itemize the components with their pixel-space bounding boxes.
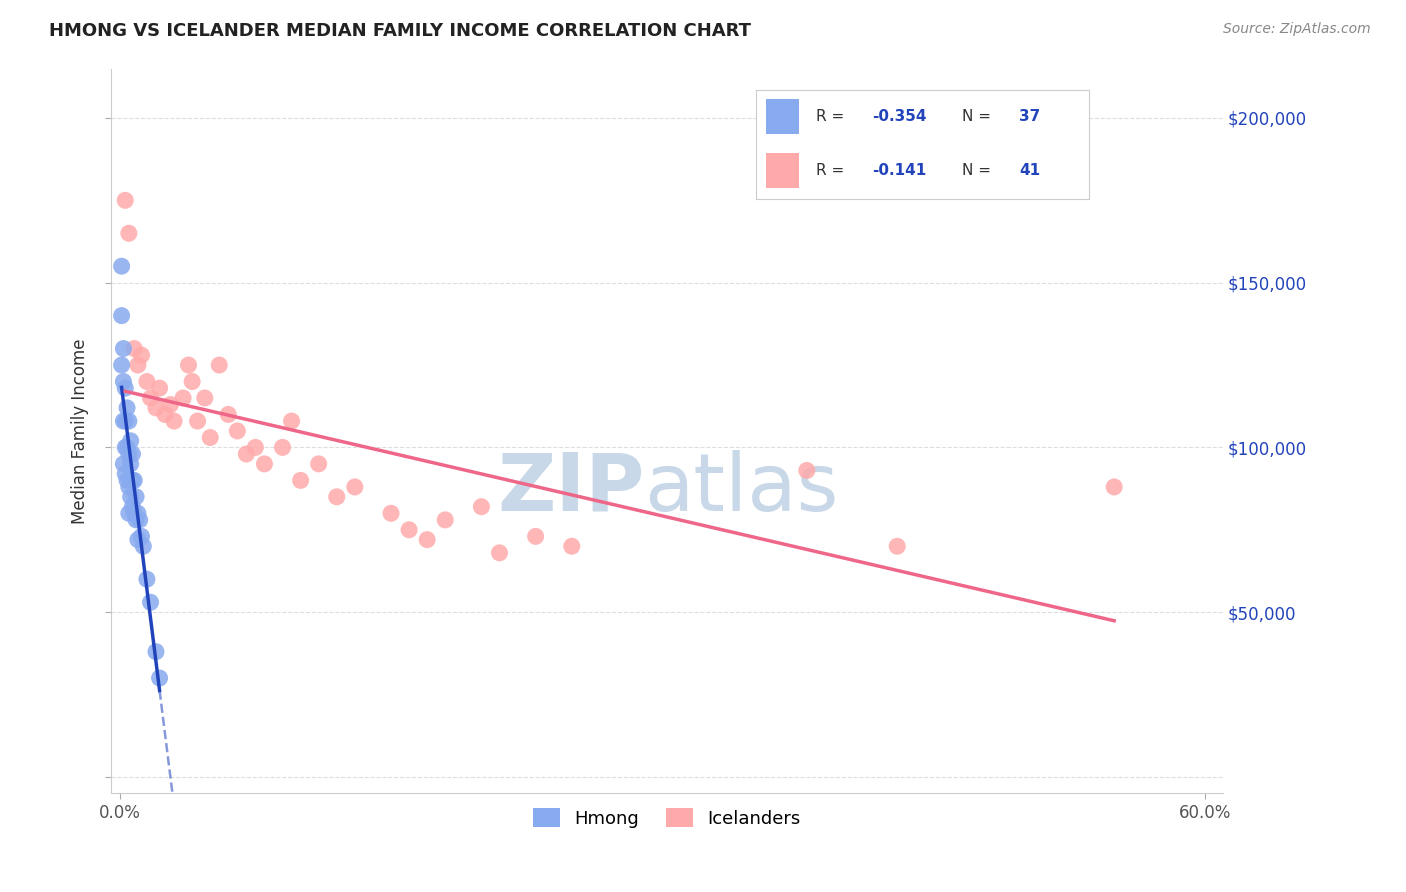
Point	[112, 414, 135, 428]
Point	[343, 480, 366, 494]
Point	[127, 533, 149, 547]
Point	[121, 447, 143, 461]
Point	[118, 480, 141, 494]
Point	[110, 309, 132, 323]
Point	[110, 259, 132, 273]
Point	[122, 474, 145, 488]
Point	[135, 375, 157, 389]
Point	[114, 381, 136, 395]
Point	[187, 414, 209, 428]
Point	[416, 533, 439, 547]
Point	[200, 430, 222, 444]
Text: Source: ZipAtlas.com: Source: ZipAtlas.com	[1223, 22, 1371, 37]
Point	[112, 457, 135, 471]
Point	[118, 226, 141, 240]
Point	[561, 539, 583, 553]
Point	[308, 457, 330, 471]
Point	[163, 414, 186, 428]
Point	[177, 358, 200, 372]
Point	[118, 414, 141, 428]
Point	[172, 391, 194, 405]
Point	[115, 441, 138, 455]
Point	[110, 358, 132, 372]
Point	[120, 434, 142, 448]
Point	[271, 441, 294, 455]
Point	[796, 463, 818, 477]
Point	[120, 490, 142, 504]
Point	[235, 447, 257, 461]
Point	[139, 391, 162, 405]
Point	[245, 441, 267, 455]
Point	[290, 474, 312, 488]
Point	[121, 500, 143, 514]
Point	[120, 457, 142, 471]
Legend: Hmong, Icelanders: Hmong, Icelanders	[526, 801, 808, 835]
Point	[398, 523, 420, 537]
Point	[1102, 480, 1125, 494]
Point	[149, 381, 172, 395]
Point	[132, 539, 155, 553]
Point	[181, 375, 204, 389]
Point	[114, 441, 136, 455]
Point	[470, 500, 492, 514]
Point	[127, 506, 149, 520]
Point	[380, 506, 402, 520]
Point	[122, 506, 145, 520]
Point	[114, 414, 136, 428]
Point	[118, 447, 141, 461]
Y-axis label: Median Family Income: Median Family Income	[72, 338, 89, 524]
Point	[153, 408, 176, 422]
Point	[253, 457, 276, 471]
Point	[115, 401, 138, 415]
Point	[886, 539, 908, 553]
Point	[434, 513, 457, 527]
Point	[208, 358, 231, 372]
Point	[128, 513, 150, 527]
Point	[488, 546, 510, 560]
Point	[524, 529, 547, 543]
Point	[326, 490, 349, 504]
Point	[114, 194, 136, 208]
Point	[112, 342, 135, 356]
Point	[159, 398, 181, 412]
Point	[118, 506, 141, 520]
Text: HMONG VS ICELANDER MEDIAN FAMILY INCOME CORRELATION CHART: HMONG VS ICELANDER MEDIAN FAMILY INCOME …	[49, 22, 751, 40]
Point	[125, 490, 148, 504]
Point	[115, 474, 138, 488]
Point	[131, 529, 153, 543]
Point	[135, 572, 157, 586]
Point	[226, 424, 249, 438]
Point	[194, 391, 217, 405]
Point	[149, 671, 172, 685]
Point	[280, 414, 302, 428]
Point	[139, 595, 162, 609]
Point	[125, 513, 148, 527]
Point	[112, 375, 135, 389]
Point	[114, 467, 136, 481]
Point	[122, 342, 145, 356]
Point	[127, 358, 149, 372]
Text: atlas: atlas	[644, 450, 839, 528]
Text: ZIP: ZIP	[498, 450, 644, 528]
Point	[145, 401, 167, 415]
Point	[121, 474, 143, 488]
Point	[217, 408, 239, 422]
Point	[131, 348, 153, 362]
Point	[145, 645, 167, 659]
